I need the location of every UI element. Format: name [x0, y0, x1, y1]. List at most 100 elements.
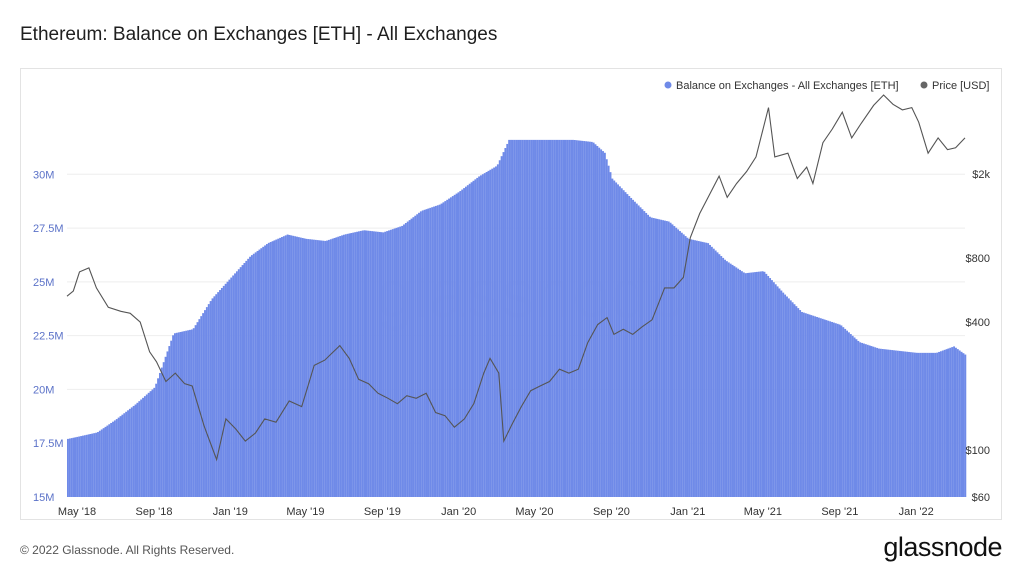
brand-logo[interactable]: glassnode	[883, 532, 1002, 562]
balance-bar	[406, 221, 409, 497]
balance-bar	[688, 238, 691, 498]
balance-bar	[369, 230, 372, 497]
balance-bar	[277, 238, 280, 497]
x-axis-tick-label: Sep '21	[821, 506, 858, 518]
balance-bar	[525, 139, 527, 497]
balance-bar	[560, 139, 563, 497]
legend[interactable]: Balance on Exchanges - All Exchanges [ET…	[664, 80, 990, 92]
balance-bar	[252, 253, 255, 497]
balance-bar	[827, 320, 830, 497]
balance-bar	[243, 262, 246, 497]
left-axis-tick-label: 17.5M	[33, 438, 64, 450]
balance-bar	[498, 160, 501, 497]
balance-bar	[763, 271, 766, 497]
balance-bar	[821, 318, 824, 497]
balance-bar	[575, 140, 578, 497]
balance-bar	[771, 280, 773, 497]
balance-bar	[258, 249, 261, 497]
balance-bar	[893, 350, 895, 497]
balance-bar	[923, 352, 925, 497]
balance-bar	[508, 139, 511, 497]
balance-bar	[543, 139, 546, 497]
balance-bar	[414, 215, 417, 498]
balance-bar	[652, 218, 655, 498]
balance-bar	[662, 220, 665, 497]
x-axis-tick-label: May '21	[744, 506, 782, 518]
x-axis-tick-label: Jan '19	[213, 506, 248, 518]
balance-bar	[934, 352, 937, 497]
balance-bar	[774, 284, 777, 497]
balance-bar	[333, 237, 336, 498]
balance-bar	[951, 347, 954, 497]
balance-bar	[68, 438, 71, 497]
balance-bar	[780, 290, 783, 497]
balance-bar	[196, 322, 199, 497]
balance-bar	[87, 434, 90, 497]
balance-bar	[592, 142, 595, 497]
balance-bar	[342, 234, 345, 497]
balance-bar	[633, 201, 636, 497]
balance-bar	[192, 328, 195, 497]
balance-bar	[587, 141, 589, 497]
balance-bar	[493, 167, 496, 498]
balance-bar	[879, 348, 882, 497]
left-axis: 15M 17.5M 20M 22.5M 25M 27.5M 30M	[33, 169, 64, 504]
balance-bar	[851, 335, 854, 497]
balance-bar	[864, 344, 867, 497]
balance-bar	[570, 139, 573, 497]
balance-bar	[928, 352, 931, 497]
left-axis-tick-label: 22.5M	[33, 331, 64, 343]
balance-bar	[354, 232, 357, 497]
balance-bar	[234, 273, 236, 497]
balance-bar	[941, 350, 944, 497]
balance-bar	[82, 435, 84, 497]
legend-label-balance[interactable]: Balance on Exchanges - All Exchanges [ET…	[676, 80, 899, 92]
balance-bar	[677, 229, 680, 497]
balance-bar	[936, 352, 939, 497]
balance-bar	[697, 241, 700, 497]
balance-bar	[470, 182, 473, 497]
balance-bar	[361, 230, 364, 497]
balance-bar	[906, 351, 909, 497]
balance-bar	[151, 389, 154, 497]
balance-bar	[423, 209, 426, 498]
balance-bar	[926, 352, 929, 497]
balance-bar	[517, 139, 520, 497]
x-axis-tick-label: Jan '21	[670, 506, 705, 518]
balance-bar	[275, 239, 278, 497]
balance-bar	[617, 184, 619, 497]
balance-bar	[138, 401, 141, 497]
balance-bar	[125, 411, 128, 497]
balance-bar	[513, 139, 516, 497]
balance-bar	[207, 304, 210, 497]
balance-bar	[938, 351, 940, 497]
legend-label-price[interactable]: Price [USD]	[932, 80, 989, 92]
balance-bar	[568, 139, 571, 497]
balance-bar	[682, 234, 685, 497]
balance-bar	[448, 198, 450, 497]
balance-bar	[605, 159, 608, 497]
balance-bar	[89, 433, 92, 497]
balance-bar	[292, 235, 295, 497]
balance-bar	[590, 141, 593, 497]
price-line	[66, 94, 966, 462]
balance-bar	[613, 180, 616, 497]
balance-bar	[791, 302, 794, 497]
balance-bar	[637, 205, 640, 497]
balance-bar	[949, 347, 952, 497]
balance-bar	[200, 316, 203, 497]
balance-bar	[495, 166, 497, 497]
balance-bar	[594, 144, 597, 497]
balance-bar	[427, 208, 430, 497]
balance-bar	[816, 316, 818, 497]
balance-bar	[489, 169, 492, 497]
balance-bar	[924, 352, 927, 497]
balance-bar	[786, 296, 788, 497]
balance-bar	[643, 211, 646, 497]
balance-bar	[230, 277, 233, 497]
balance-area-layer	[67, 139, 967, 498]
balance-bar	[810, 315, 813, 497]
balance-bar	[412, 217, 415, 497]
balance-bar	[112, 421, 114, 497]
